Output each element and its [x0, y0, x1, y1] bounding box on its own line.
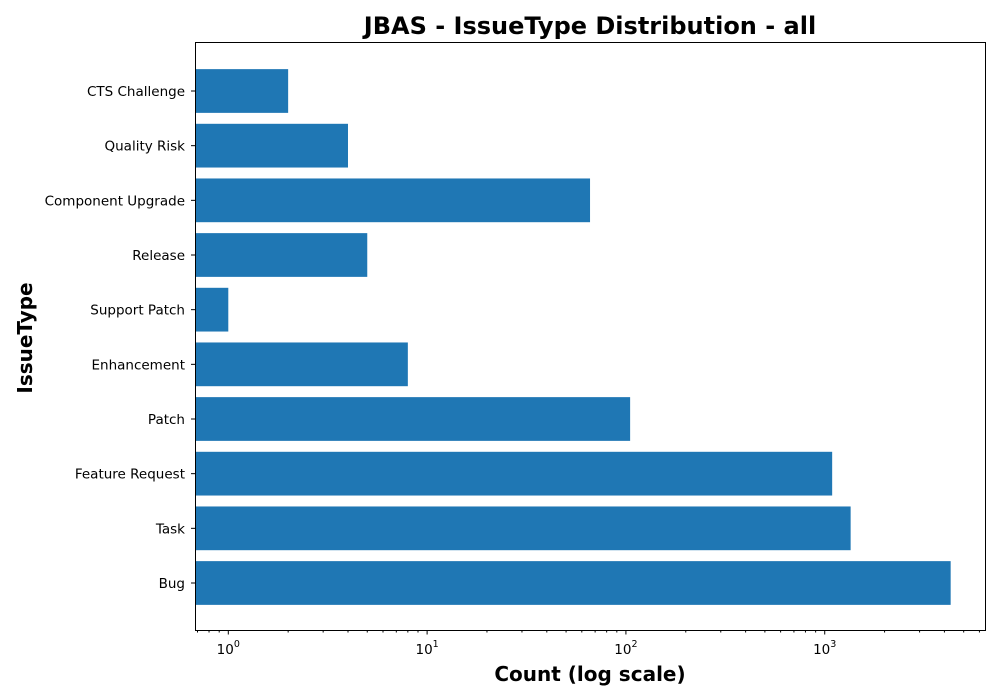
y-tick-label-enhancement: Enhancement — [91, 357, 185, 373]
plot-frame — [195, 42, 986, 631]
bar-bug — [195, 561, 951, 605]
y-tick-labels: Bug Task Feature Request Patch Enhancement Su… — [45, 84, 195, 592]
bar-cts-challenge — [195, 69, 289, 113]
x-tick-label: 102 — [614, 639, 637, 658]
y-tick-label-bug: Bug — [159, 576, 185, 592]
y-tick-label-quality-risk: Quality Risk — [104, 139, 185, 155]
bar-component-upgrade — [195, 178, 591, 223]
bars-group — [195, 69, 951, 605]
y-tick-label-patch: Patch — [148, 412, 185, 428]
x-axis-label: Count (log scale) — [494, 662, 685, 686]
bar-release — [195, 233, 368, 277]
y-axis-label: IssueType — [13, 282, 37, 393]
y-tick-label-component-upgrade: Component Upgrade — [45, 193, 185, 209]
bar-support-patch — [195, 287, 229, 332]
bar-enhancement — [195, 342, 408, 387]
y-tick-label-support-patch: Support Patch — [90, 303, 185, 319]
x-tick-label: 100 — [217, 639, 240, 658]
bar-task — [195, 506, 851, 551]
y-tick-label-release: Release — [132, 248, 185, 264]
bar-quality-risk — [195, 123, 348, 168]
x-tick-label: 103 — [813, 639, 836, 658]
x-tick-labels: 100 101 102 103 — [197, 630, 980, 658]
x-tick-label: 101 — [415, 639, 438, 658]
y-tick-label-feature-request: Feature Request — [75, 467, 185, 483]
y-tick-label-task: Task — [155, 521, 185, 537]
bar-patch — [195, 397, 631, 441]
y-tick-label-cts-challenge: CTS Challenge — [87, 84, 185, 100]
bar-feature-request — [195, 451, 833, 496]
chart-title: JBAS - IssueType Distribution - all — [362, 12, 816, 40]
